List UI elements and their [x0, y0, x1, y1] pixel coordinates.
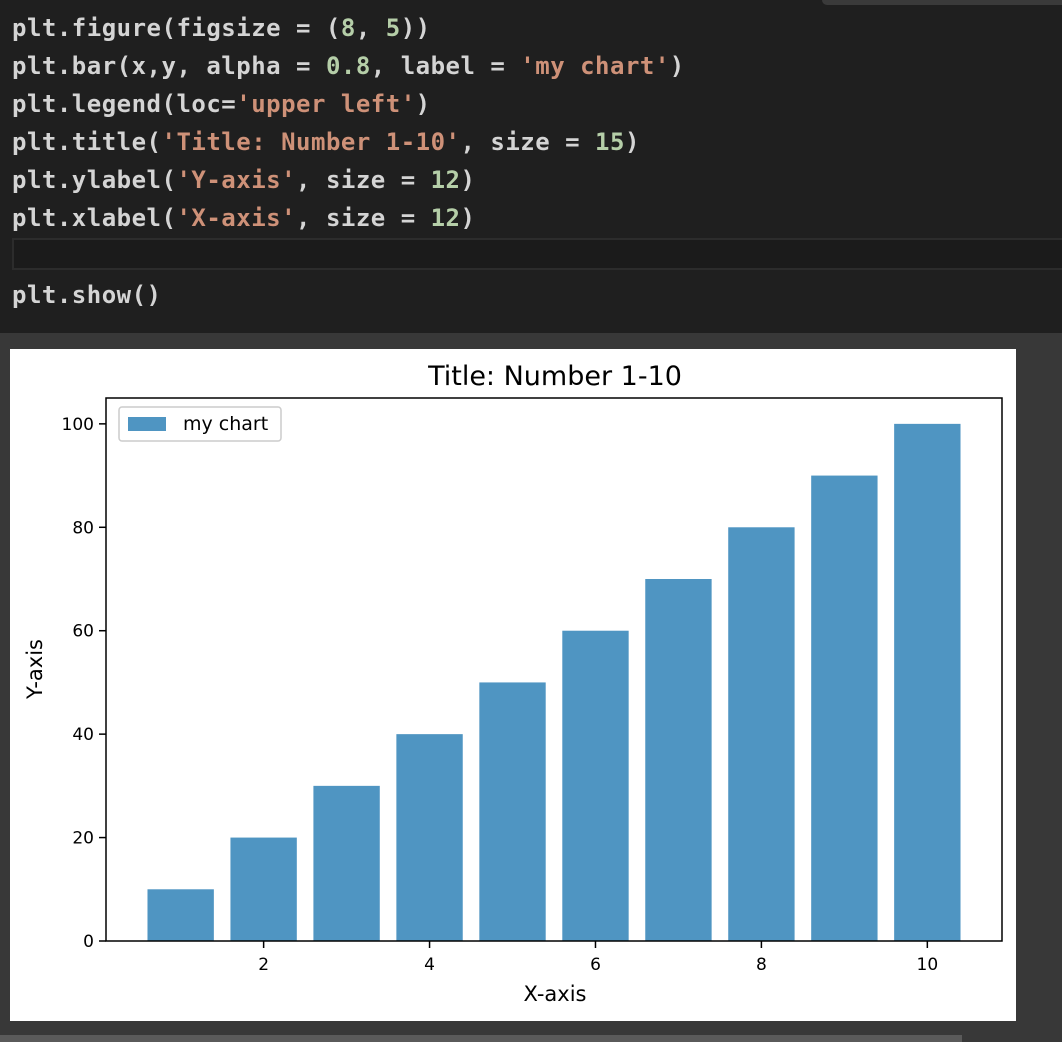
x-tick-label: 2	[258, 955, 269, 975]
y-axis-label: Y-axis	[23, 639, 47, 700]
legend-box	[118, 406, 282, 442]
bar	[147, 889, 214, 941]
code-token: 12	[430, 166, 461, 194]
x-tick-label: 6	[590, 955, 601, 975]
code-token: 5	[385, 14, 401, 42]
code-token: 'Y-axis'	[176, 166, 297, 194]
code-token: )	[460, 204, 476, 232]
legend: my chart	[118, 406, 282, 442]
code-token: , size =	[460, 128, 596, 156]
code-token: plt.ylabel(	[12, 166, 177, 194]
code-line: plt.legend(loc='upper left')	[12, 89, 431, 119]
y-tick-label: 40	[72, 725, 94, 745]
code-line: plt.show()	[12, 280, 162, 310]
code-token: 'upper left'	[236, 90, 416, 118]
x-axis-label: X-axis	[524, 982, 587, 1006]
legend-label: my chart	[183, 413, 268, 435]
code-token: ))	[400, 14, 431, 42]
bar	[230, 837, 297, 941]
code-token: 'my chart'	[520, 52, 670, 80]
code-cell[interactable]: plt.figure(figsize = (8, 5)) plt.bar(x,y…	[0, 0, 1062, 333]
horizontal-scrollbar[interactable]	[0, 1035, 962, 1042]
code-token: , label =	[370, 52, 521, 80]
code-token: plt.title(	[12, 128, 162, 156]
code-token: , size =	[296, 204, 431, 232]
code-line: plt.ylabel('Y-axis', size = 12)	[12, 165, 475, 195]
code-token: 8	[340, 14, 356, 42]
y-tick-label: 20	[72, 829, 94, 849]
bar	[396, 734, 463, 941]
bar	[313, 785, 380, 941]
code-token: 12	[430, 204, 461, 232]
bar	[894, 423, 961, 941]
y-tick-label: 60	[72, 622, 94, 642]
bar-chart: Title: Number 1-10 0 20 40 60 80 100 2 4 6 8 10 X…	[23, 361, 1003, 1006]
x-tick-label: 4	[424, 955, 435, 975]
bar	[728, 527, 795, 941]
code-line: plt.xlabel('X-axis', size = 12)	[12, 203, 475, 233]
y-tick-label: 80	[72, 518, 94, 538]
code-token: )	[624, 128, 640, 156]
x-tick-label: 10	[917, 955, 939, 975]
plot-figure: Title: Number 1-10 0 20 40 60 80 100 2 4 6 8 10 X…	[10, 349, 1016, 1021]
code-token: )	[415, 90, 431, 118]
code-token: plt.xlabel(	[12, 204, 177, 232]
code-token: 15	[595, 128, 625, 156]
code-token: ,	[355, 14, 386, 42]
code-token: plt.bar(x,y, alpha =	[12, 52, 326, 80]
x-tick-label: 8	[756, 955, 767, 975]
code-line: plt.title('Title: Number 1-10', size = 1…	[12, 127, 640, 157]
code-token: )	[460, 166, 476, 194]
chart-title: Title: Number 1-10	[427, 361, 682, 392]
code-token: plt.figure(figsize = (	[12, 14, 341, 42]
bar	[645, 579, 712, 941]
bar	[479, 682, 546, 941]
code-line: plt.bar(x,y, alpha = 0.8, label = 'my ch…	[12, 51, 685, 81]
bar	[811, 475, 878, 941]
legend-swatch	[128, 417, 166, 431]
code-token: )	[669, 52, 685, 80]
code-token: 0.8	[325, 52, 371, 80]
plot-frame	[105, 397, 1003, 942]
code-token: 'X-axis'	[176, 204, 297, 232]
code-line: plt.figure(figsize = (8, 5))	[12, 13, 431, 43]
y-tick-label: 0	[83, 932, 94, 952]
y-tick-label: 100	[62, 415, 94, 435]
code-token: , size =	[296, 166, 431, 194]
code-token: 'Title: Number 1-10'	[161, 128, 461, 156]
bar	[562, 630, 629, 941]
cell-toolbar-edge	[822, 0, 1062, 5]
current-line-highlight[interactable]	[12, 238, 1062, 270]
code-token: plt.legend(loc=	[12, 90, 237, 118]
code-token: plt.show()	[12, 281, 162, 309]
